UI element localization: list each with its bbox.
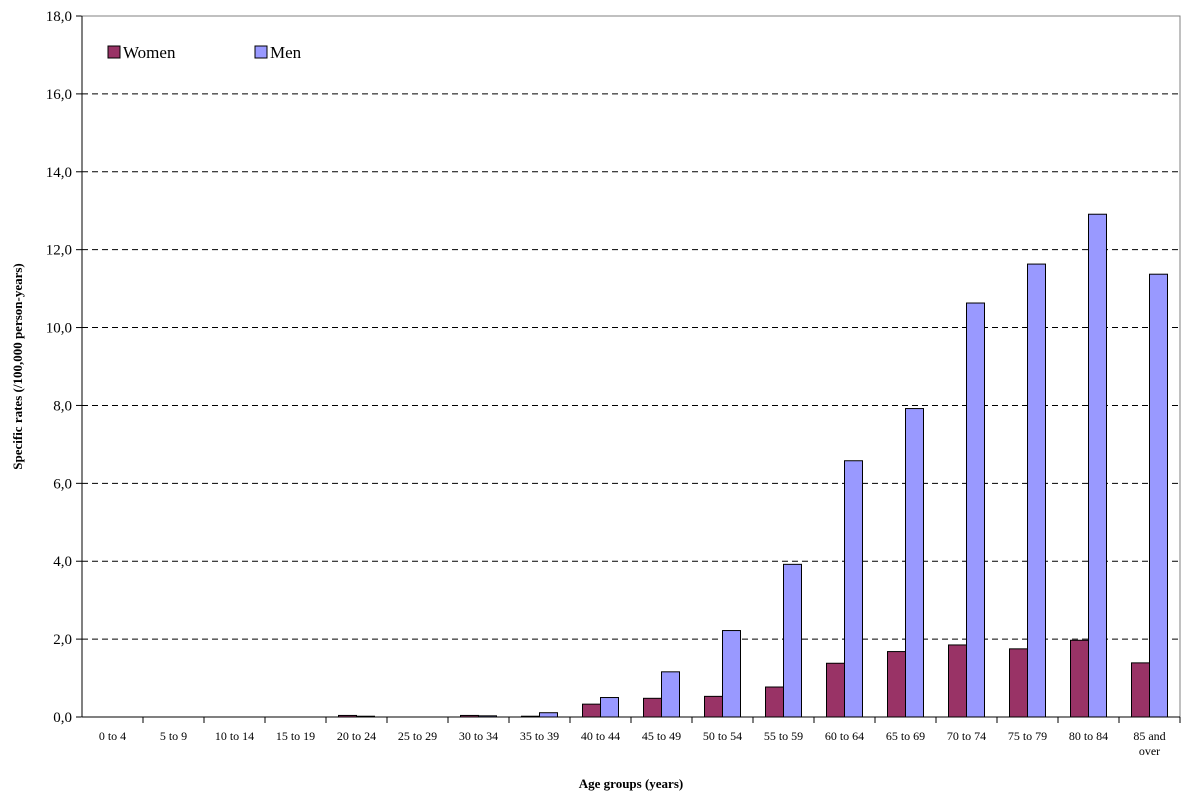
- x-tick-label: 50 to 54: [703, 729, 742, 743]
- bar-men: [905, 408, 924, 718]
- bar-men: [661, 671, 680, 718]
- y-tick-label: 8,0: [53, 398, 72, 414]
- bar-men: [783, 563, 802, 718]
- y-axis-title: Specific rates (/100,000 person-years): [10, 263, 25, 470]
- x-tick-label: 40 to 44: [581, 729, 620, 743]
- x-tick-label: 80 to 84: [1069, 729, 1108, 743]
- bar-men: [600, 697, 619, 718]
- x-tick-label: 20 to 24: [337, 729, 376, 743]
- legend: Women Men: [107, 43, 302, 62]
- x-tick-label: 75 to 79: [1008, 729, 1047, 743]
- x-tick-label-line: 30 to 34: [459, 729, 498, 743]
- x-tick-label-line: over: [1139, 744, 1160, 758]
- x-tick-label-line: 40 to 44: [581, 729, 620, 743]
- bar-men: [966, 302, 985, 718]
- x-tick-label-line: 0 to 4: [99, 729, 126, 743]
- x-tick-label: 65 to 69: [886, 729, 925, 743]
- gridlines: [82, 93, 1180, 640]
- legend-label-men: Men: [270, 43, 302, 62]
- y-tick-label: 16,0: [46, 87, 72, 103]
- y-tick-label: 0,0: [53, 710, 72, 726]
- y-tick-label: 2,0: [53, 632, 72, 648]
- bar-men: [844, 460, 863, 718]
- x-tick-label: 85 and over: [1133, 729, 1165, 758]
- y-tick-label: 12,0: [46, 243, 72, 259]
- x-tick-label-line: 60 to 64: [825, 729, 864, 743]
- bar-women: [887, 651, 906, 718]
- bar-women: [1131, 662, 1150, 718]
- x-tick-label: 35 to 39: [520, 729, 559, 743]
- x-tick-label: 15 to 19: [276, 729, 315, 743]
- bar-men: [1088, 213, 1107, 718]
- x-tick-label-line: 5 to 9: [160, 729, 187, 743]
- bar-women: [1009, 648, 1028, 718]
- y-tick-label: 14,0: [46, 165, 72, 181]
- y-tick-label: 18,0: [46, 9, 72, 25]
- bar-women: [826, 662, 845, 718]
- bar-men: [1149, 273, 1168, 718]
- plot-frame: [81, 15, 1181, 718]
- x-tick-label-line: 25 to 29: [398, 729, 437, 743]
- x-tick-label: 55 to 59: [764, 729, 803, 743]
- x-tick-label-line: 45 to 49: [642, 729, 681, 743]
- x-tick-label: 60 to 64: [825, 729, 864, 743]
- x-tick-label-line: 35 to 39: [520, 729, 559, 743]
- x-tick-label-line: 10 to 14: [215, 729, 254, 743]
- bar-women: [1070, 639, 1089, 718]
- tick-labels: 0,0 2,0 4,0 6,0 8,0 10,0 12,0 14,0 16,0 18,0 0 to …: [46, 9, 1166, 758]
- bar-women: [765, 686, 784, 718]
- x-tick-label: 10 to 14: [215, 729, 254, 743]
- y-tick-label: 6,0: [53, 476, 72, 492]
- x-tick-label: 5 to 9: [160, 729, 187, 743]
- bar-women: [582, 703, 601, 718]
- axes: [76, 15, 1181, 723]
- bar-men: [539, 712, 558, 718]
- x-tick-label-line: 75 to 79: [1008, 729, 1047, 743]
- legend-swatch-women: [107, 45, 121, 59]
- bar-men: [722, 630, 741, 718]
- legend-label-women: Women: [123, 43, 176, 62]
- x-tick-label: 70 to 74: [947, 729, 986, 743]
- x-tick-label: 30 to 34: [459, 729, 498, 743]
- x-tick-label-line: 20 to 24: [337, 729, 376, 743]
- x-tick-label: 25 to 29: [398, 729, 437, 743]
- bars: [338, 213, 1168, 718]
- bar-women: [643, 697, 662, 718]
- x-axis-title: Age groups (years): [579, 776, 683, 791]
- bar-women: [948, 644, 967, 718]
- y-tick-label: 4,0: [53, 554, 72, 570]
- x-tick-label-line: 85 and: [1133, 729, 1165, 743]
- x-tick-label-line: 70 to 74: [947, 729, 986, 743]
- x-tick-label: 45 to 49: [642, 729, 681, 743]
- y-tick-label: 10,0: [46, 321, 72, 337]
- bar-women: [704, 695, 723, 718]
- x-tick-label: 0 to 4: [99, 729, 126, 743]
- bar-men: [1027, 263, 1046, 718]
- legend-swatch-men: [254, 45, 268, 59]
- x-tick-label-line: 80 to 84: [1069, 729, 1108, 743]
- x-tick-label-line: 50 to 54: [703, 729, 742, 743]
- x-tick-label-line: 55 to 59: [764, 729, 803, 743]
- x-tick-label-line: 65 to 69: [886, 729, 925, 743]
- x-tick-label-line: 15 to 19: [276, 729, 315, 743]
